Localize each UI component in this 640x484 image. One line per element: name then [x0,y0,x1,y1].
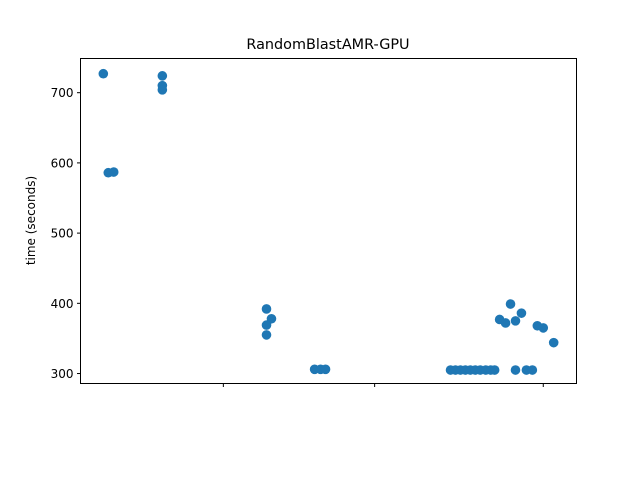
data-point [261,304,272,314]
data-point [538,323,549,333]
y-tick-label: 500 [51,227,74,241]
chart-title: RandomBlastAMR-GPU [246,37,409,53]
data-point [510,316,521,326]
data-point [510,365,521,375]
data-point [548,337,559,348]
data-point [320,364,331,375]
plot-frame [80,58,577,384]
y-axis-label: time (seconds) [24,176,38,265]
data-point [108,167,119,177]
data-point [98,68,109,79]
data-point [261,330,272,340]
data-point [527,365,538,375]
data-point [157,71,168,81]
data-point [500,318,511,328]
y-tick-label: 700 [51,86,74,100]
data-point [505,299,516,309]
y-tick-label: 400 [51,297,74,311]
y-tick-label: 300 [51,367,74,381]
y-tick-label: 600 [51,156,74,170]
data-point [261,320,272,330]
data-point [489,365,500,375]
data-point [157,85,168,95]
data-point [516,308,527,318]
